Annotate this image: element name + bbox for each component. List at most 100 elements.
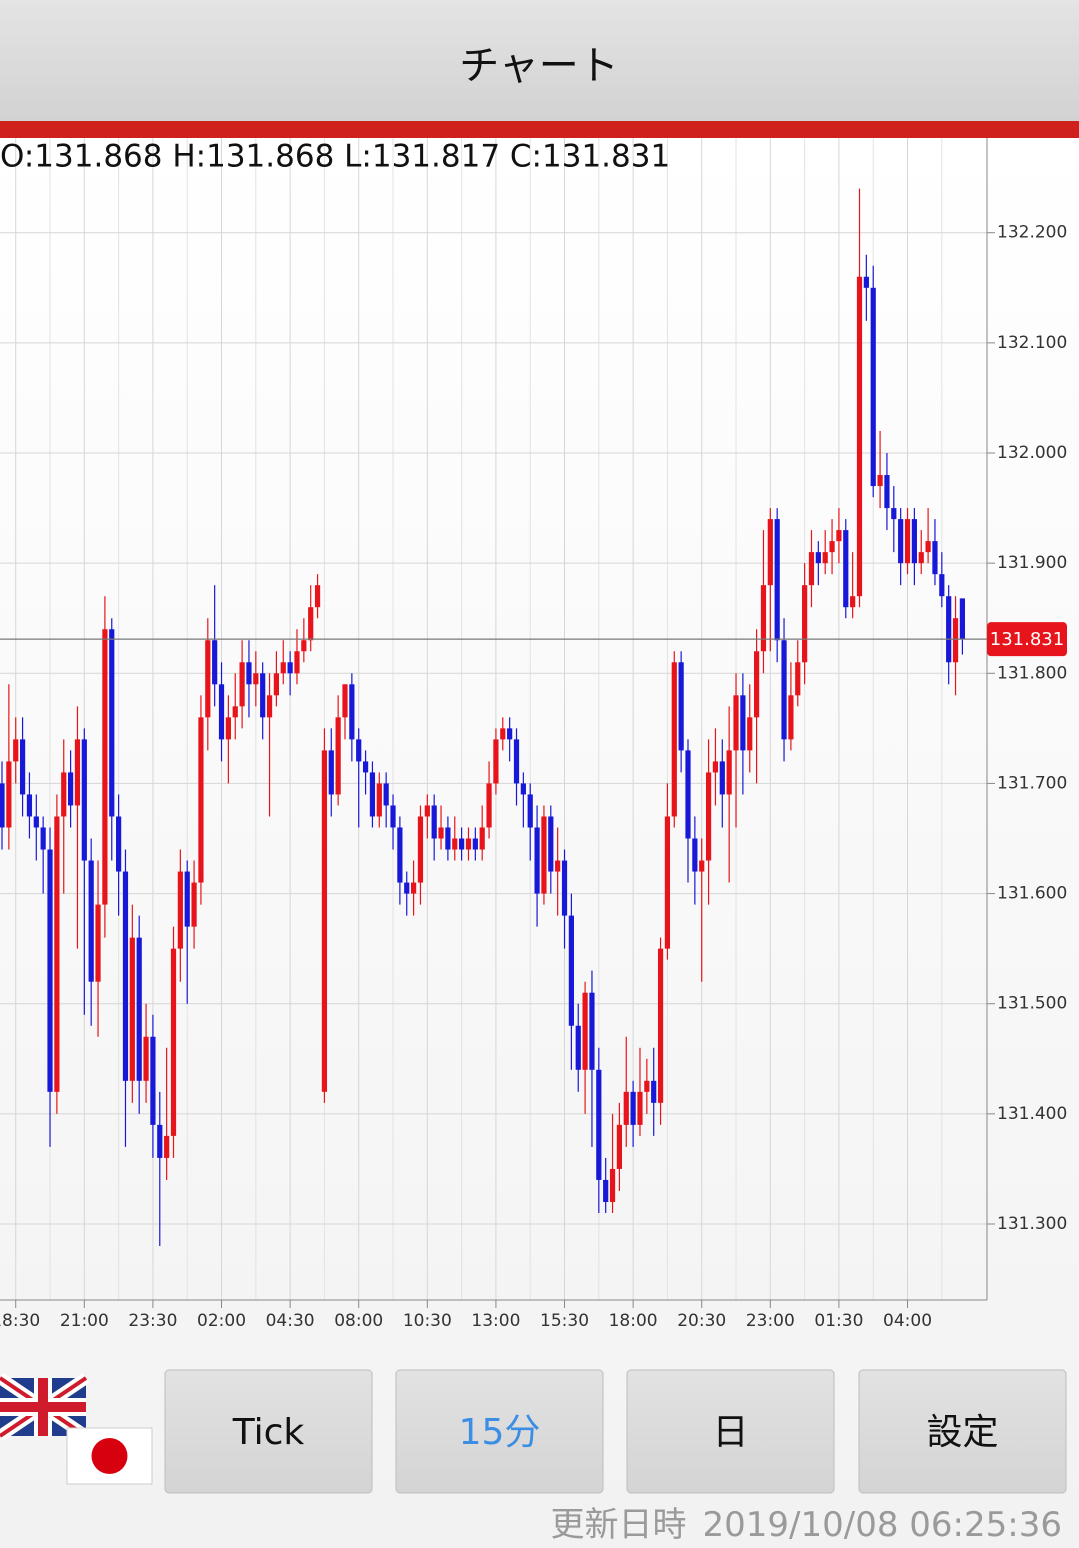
x-tick-label: 01:30 <box>814 1311 863 1331</box>
flag-uk <box>0 1373 90 1441</box>
button[interactable]: Tick <box>164 1369 373 1494</box>
candle-body <box>541 816 547 894</box>
candle-body <box>459 838 465 850</box>
candle-body <box>33 816 39 828</box>
x-tick-label: 10:30 <box>403 1311 452 1331</box>
candle-body <box>589 992 595 1070</box>
candle-body <box>356 739 362 762</box>
candle-body <box>417 816 424 883</box>
candle-body <box>438 827 444 839</box>
candle-body <box>692 838 698 872</box>
candle-body <box>863 276 869 288</box>
candle-body <box>795 662 801 696</box>
candle-body <box>280 662 286 674</box>
candle-body <box>74 739 81 806</box>
candle-body <box>122 871 129 1081</box>
candle-body <box>431 805 437 839</box>
candle-body <box>19 739 26 795</box>
candle-body <box>575 1025 581 1070</box>
candle-body <box>452 838 458 850</box>
candle-body <box>6 761 12 828</box>
candle-body <box>102 629 108 905</box>
candle-body <box>568 915 574 1026</box>
candle-body <box>850 596 856 608</box>
candle-body <box>548 816 554 872</box>
candle-body <box>411 882 417 894</box>
candle-body <box>376 783 382 817</box>
x-tick-label: 23:00 <box>746 1311 795 1331</box>
candle-body <box>349 684 355 740</box>
chart: 18:30 21:00 23:30 02:00 04:30 08:00 10:30 13:00… <box>0 138 1067 1331</box>
y-tick-label: 131.800 <box>997 663 1067 683</box>
candle-body <box>212 640 218 685</box>
candle-body <box>404 882 410 894</box>
candle-body <box>369 772 376 817</box>
button-shape[interactable] <box>395 1369 604 1494</box>
button[interactable]: 設定 <box>858 1369 1067 1494</box>
candle-body <box>225 717 231 740</box>
button-shape[interactable] <box>164 1369 373 1494</box>
candle-body <box>191 882 197 927</box>
button-label[interactable]: 15分 <box>459 1412 541 1453</box>
candle-body <box>904 519 911 564</box>
candle-body <box>939 574 945 597</box>
candle-body <box>651 1080 657 1103</box>
candle-body <box>40 827 46 850</box>
candle-body <box>479 827 485 850</box>
candle-body <box>308 607 314 641</box>
candle-body <box>507 728 513 740</box>
candle-body <box>754 651 760 718</box>
button-label[interactable]: Tick <box>232 1412 305 1453</box>
candle-body <box>294 651 300 674</box>
candle-body <box>472 838 478 850</box>
x-tick-label: 02:00 <box>197 1311 246 1331</box>
candle-body <box>109 629 115 817</box>
y-tick-label: 131.300 <box>997 1214 1067 1234</box>
candle-body <box>47 849 53 1092</box>
candle-body <box>253 673 259 685</box>
price-tag-label: 131.831 <box>990 629 1064 650</box>
footer-timestamp: 2019/10/08 06:25:36 <box>703 1505 1062 1545</box>
candle-body <box>0 783 5 828</box>
candle-body <box>314 585 321 608</box>
header-bar <box>0 0 1079 121</box>
candle-body <box>767 519 773 586</box>
button-label[interactable]: 日 <box>712 1412 748 1453</box>
candle-body <box>555 860 561 872</box>
candle-body <box>95 904 101 982</box>
candle-body <box>877 475 883 487</box>
button-shape[interactable] <box>626 1369 835 1494</box>
candle-body <box>493 739 499 784</box>
button[interactable]: 日 <box>626 1369 835 1494</box>
candle-body <box>644 1080 650 1092</box>
candle-body <box>81 739 87 861</box>
candle-body <box>88 860 94 982</box>
candle-body <box>232 706 238 718</box>
candle-body <box>301 640 307 652</box>
candle-body <box>143 1036 149 1081</box>
candle-body <box>733 695 739 751</box>
candle-body <box>184 871 190 927</box>
candle-body <box>136 937 142 1081</box>
candle-body <box>699 860 705 872</box>
y-tick-label: 132.000 <box>997 443 1067 463</box>
flag-jp <box>66 1427 153 1485</box>
candle-body <box>150 1036 156 1125</box>
x-tick-label: 04:00 <box>883 1311 932 1331</box>
candle-body <box>671 662 677 817</box>
button-label[interactable]: 設定 <box>926 1412 998 1453</box>
candle-body <box>362 761 369 773</box>
candle-body <box>513 739 520 784</box>
x-tick-label: 21:00 <box>60 1311 109 1331</box>
candle-body <box>603 1179 609 1202</box>
candle-body <box>760 585 767 652</box>
buttons: Tick 15分 日 設定 <box>164 1369 1067 1494</box>
candle-body <box>657 948 664 1103</box>
candle-body <box>335 717 341 795</box>
button-shape[interactable] <box>858 1369 1067 1494</box>
button[interactable]: 15分 <box>395 1369 604 1494</box>
header-title: チャート <box>459 43 619 89</box>
x-tick-label: 08:00 <box>334 1311 383 1331</box>
candle-body <box>836 530 842 542</box>
candle-body <box>788 695 794 740</box>
